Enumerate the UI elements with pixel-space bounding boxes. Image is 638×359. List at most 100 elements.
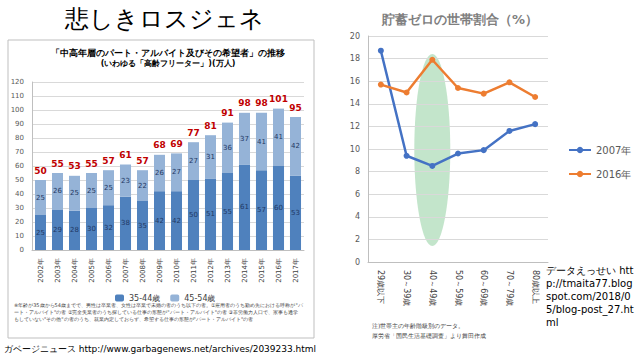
svg-text:57: 57 [136,156,149,166]
svg-text:29歳以下: 29歳以下 [376,270,385,304]
svg-text:8: 8 [355,167,360,176]
svg-text:60: 60 [274,204,283,212]
svg-text:31: 31 [206,153,215,161]
svg-text:91: 91 [221,108,234,118]
svg-text:もしていない"その他"の者のうち、就業内定しておらず、希望す: もしていない"その他"の者のうち、就業内定しておらず、希望する仕事の形態が"パー… [14,316,253,323]
svg-text:57: 57 [102,156,115,166]
svg-text:100: 100 [11,106,24,114]
svg-text:50: 50 [34,166,47,176]
svg-text:0: 0 [20,246,24,254]
svg-text:25: 25 [87,187,96,195]
svg-text:25: 25 [104,184,113,192]
svg-text:69: 69 [170,139,183,149]
svg-text:101: 101 [269,94,288,104]
svg-text:37: 37 [240,135,249,143]
svg-text:データえっせい htt: データえっせい htt [546,265,633,276]
svg-text:41: 41 [257,138,266,146]
svg-text:悲しきロスジェネ: 悲しきロスジェネ [64,5,264,33]
svg-text:23: 23 [121,177,130,185]
svg-text:98: 98 [255,98,268,108]
svg-text:40～49歳: 40～49歳 [428,270,437,306]
svg-text:2008年: 2008年 [139,258,147,283]
svg-text:28: 28 [70,226,79,234]
svg-text:2003年: 2003年 [54,258,62,283]
svg-text:95: 95 [289,103,302,113]
svg-text:81: 81 [204,121,217,131]
svg-text:30: 30 [15,204,24,212]
svg-text:68: 68 [153,140,166,150]
svg-text:2016年: 2016年 [596,169,631,180]
svg-text:42: 42 [172,217,181,225]
svg-text:60: 60 [15,162,24,170]
svg-text:2015年: 2015年 [258,258,266,283]
svg-text:90: 90 [15,120,24,128]
svg-text:26: 26 [53,187,62,195]
svg-text:53: 53 [68,161,81,171]
svg-text:12: 12 [350,122,360,131]
svg-text:55: 55 [85,159,98,169]
svg-text:(いわゆる「高齢フリーター」)(万人): (いわゆる「高齢フリーター」)(万人) [101,58,236,68]
svg-text:25: 25 [36,194,45,202]
svg-text:18: 18 [350,54,360,63]
svg-text:14: 14 [350,99,360,108]
svg-text:30: 30 [87,225,96,233]
svg-text:4: 4 [355,212,360,221]
svg-text:25: 25 [70,189,79,197]
svg-text:27: 27 [172,168,181,176]
svg-text:2005年: 2005年 [88,258,96,283]
svg-text:36: 36 [223,144,232,152]
svg-text:「中高年層のパート・アルバイト及びその希望者」の推移: 「中高年層のパート・アルバイト及びその希望者」の推移 [51,48,285,58]
svg-text:ガベージニュース http://www.garbagenew: ガベージニュース http://www.garbagenews.net/arch… [4,344,316,354]
svg-text:2013年: 2013年 [224,258,232,283]
svg-text:70: 70 [15,148,24,156]
svg-text:ml: ml [546,317,559,328]
svg-text:2006年: 2006年 [105,258,113,283]
svg-text:80歳以上: 80歳以上 [531,270,540,304]
svg-text:110: 110 [11,92,24,100]
svg-text:貯蓄ゼロの世帯割合（%）: 貯蓄ゼロの世帯割合（%） [381,12,538,27]
svg-text:70～79歳: 70～79歳 [505,270,514,306]
svg-text:98: 98 [238,98,251,108]
svg-text:61: 61 [240,203,249,211]
svg-text:60～69歳: 60～69歳 [479,270,488,306]
svg-text:注)世帯主の年齢階級別のデータ。: 注)世帯主の年齢階級別のデータ。 [372,322,464,329]
svg-text:2: 2 [355,235,360,244]
svg-text:2007年: 2007年 [122,258,130,283]
svg-text:2011年: 2011年 [190,258,198,283]
svg-text:20: 20 [15,218,24,226]
svg-text:5/blog-post_27.ht: 5/blog-post_27.ht [546,304,634,316]
svg-text:27: 27 [189,157,198,165]
svg-text:2012年: 2012年 [207,258,215,283]
svg-text:10: 10 [350,145,360,154]
svg-text:61: 61 [119,150,132,160]
svg-text:2007年: 2007年 [596,145,631,156]
svg-text:ート・アルバイト"の者 ②完全失業者のうち探している仕事の形: ート・アルバイト"の者 ②完全失業者のうち探している仕事の形態が"パート・アルバ… [14,309,298,315]
svg-text:26: 26 [155,169,164,177]
svg-text:30～39歳: 30～39歳 [402,270,411,306]
svg-text:2014年: 2014年 [241,258,249,283]
svg-text:2017年: 2017年 [292,258,300,283]
svg-text:53: 53 [291,209,300,217]
svg-text:2004年: 2004年 [71,258,79,283]
svg-text:80: 80 [15,134,24,142]
svg-text:120: 120 [11,78,24,86]
svg-text:42: 42 [155,217,164,225]
svg-text:29: 29 [53,226,62,234]
svg-text:spot.com/2018/0: spot.com/2018/0 [546,291,631,302]
svg-text:35: 35 [138,222,147,230]
svg-text:0: 0 [355,258,360,267]
svg-text:57: 57 [257,206,266,214]
svg-text:50: 50 [15,176,24,184]
svg-text:20: 20 [350,32,360,41]
svg-text:51: 51 [206,210,215,218]
svg-text:2009年: 2009年 [156,258,164,283]
svg-text:10: 10 [15,232,24,240]
svg-text:2010年: 2010年 [173,258,181,283]
svg-text:厚労省「国民生活基礎調査」より舞田作成: 厚労省「国民生活基礎調査」より舞田作成 [372,332,486,339]
svg-text:42: 42 [291,142,300,150]
svg-text:50～59歳: 50～59歳 [454,270,463,306]
svg-text:2016年: 2016年 [275,258,283,283]
svg-text:16: 16 [350,77,360,86]
svg-text:55: 55 [223,208,232,216]
svg-text:77: 77 [187,128,200,138]
